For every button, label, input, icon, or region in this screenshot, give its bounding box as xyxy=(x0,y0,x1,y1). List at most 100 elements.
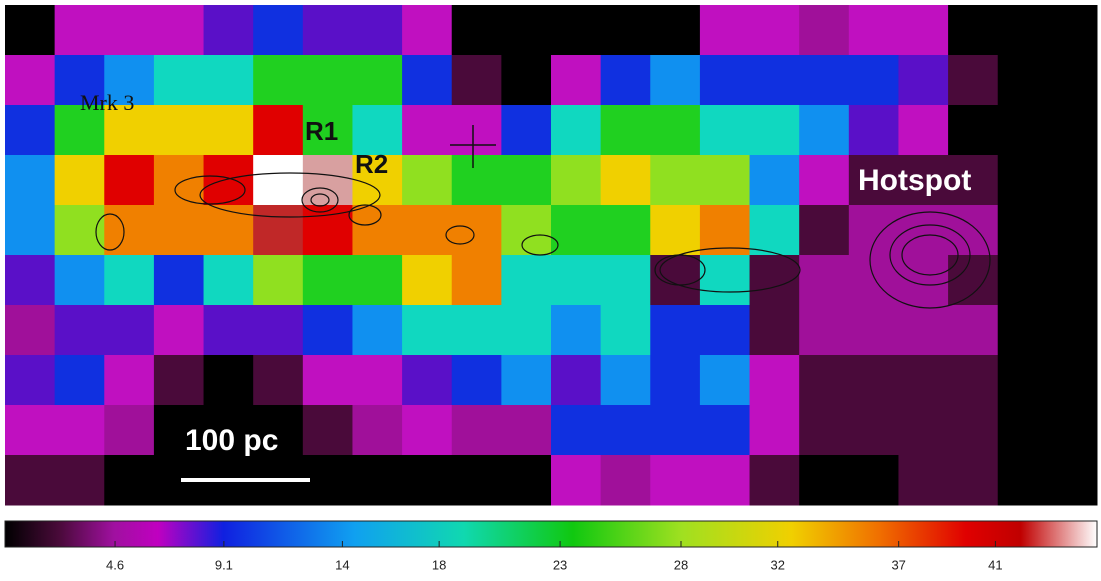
colorbar-tick-label: 23 xyxy=(553,557,567,572)
pixel xyxy=(700,405,750,456)
pixel xyxy=(700,5,750,56)
pixel xyxy=(601,355,651,406)
pixel xyxy=(650,155,700,206)
pixel xyxy=(799,55,849,106)
pixel xyxy=(352,455,402,506)
pixel xyxy=(700,355,750,406)
pixel xyxy=(601,155,651,206)
pixel xyxy=(898,5,948,56)
pixel xyxy=(104,455,154,506)
pixel xyxy=(700,105,750,156)
pixel xyxy=(154,205,204,256)
pixel xyxy=(551,405,601,456)
pixel xyxy=(948,105,998,156)
pixel xyxy=(849,305,899,356)
colorbar-tick-label: 37 xyxy=(891,557,905,572)
pixel xyxy=(700,55,750,106)
colorbar-tick-label: 32 xyxy=(771,557,785,572)
pixel xyxy=(948,355,998,406)
pixel xyxy=(1047,255,1097,306)
colorbar-tick-label: 28 xyxy=(674,557,688,572)
pixel xyxy=(253,305,303,356)
pixel xyxy=(601,105,651,156)
pixel xyxy=(998,255,1048,306)
pixel xyxy=(1047,455,1097,506)
pixel xyxy=(551,355,601,406)
pixel xyxy=(948,405,998,456)
pixel xyxy=(154,105,204,156)
pixel xyxy=(650,5,700,56)
pixel xyxy=(402,405,452,456)
pixel xyxy=(898,455,948,506)
scale-label: 100 pc xyxy=(185,424,278,457)
pixel xyxy=(750,5,800,56)
pixel xyxy=(849,455,899,506)
pixel xyxy=(204,5,254,56)
pixel xyxy=(601,55,651,106)
pixel xyxy=(700,305,750,356)
pixel xyxy=(601,305,651,356)
pixel xyxy=(551,5,601,56)
pixel xyxy=(700,455,750,506)
pixel xyxy=(402,455,452,506)
pixel xyxy=(5,305,55,356)
pixel xyxy=(501,255,551,306)
pixel xyxy=(253,255,303,306)
pixel xyxy=(1047,355,1097,406)
pixel xyxy=(898,105,948,156)
pixel xyxy=(1047,105,1097,156)
pixel xyxy=(303,55,353,106)
pixel xyxy=(55,155,105,206)
pixel xyxy=(55,355,105,406)
pixel xyxy=(204,255,254,306)
pixel xyxy=(501,305,551,356)
pixel xyxy=(104,205,154,256)
pixel xyxy=(799,355,849,406)
pixel xyxy=(650,405,700,456)
pixel xyxy=(750,355,800,406)
pixel xyxy=(154,55,204,106)
pixel xyxy=(948,305,998,356)
pixel xyxy=(352,355,402,406)
pixel xyxy=(402,55,452,106)
pixel xyxy=(402,355,452,406)
pixel xyxy=(452,5,502,56)
pixel xyxy=(551,205,601,256)
pixel xyxy=(501,405,551,456)
pixel xyxy=(998,305,1048,356)
pixel xyxy=(402,305,452,356)
pixel xyxy=(849,405,899,456)
pixel xyxy=(452,305,502,356)
pixel xyxy=(104,155,154,206)
pixel xyxy=(998,455,1048,506)
pixel xyxy=(253,105,303,156)
pixel xyxy=(799,255,849,306)
pixel xyxy=(55,405,105,456)
pixel xyxy=(55,255,105,306)
colorbar-tick-label: 18 xyxy=(432,557,446,572)
colorbar-tick-label: 4.6 xyxy=(106,557,124,572)
pixel xyxy=(204,305,254,356)
pixel xyxy=(898,405,948,456)
pixel xyxy=(5,155,55,206)
pixel xyxy=(601,455,651,506)
pixel xyxy=(601,405,651,456)
pixel xyxy=(1047,305,1097,356)
pixel xyxy=(253,55,303,106)
pixel xyxy=(750,155,800,206)
pixel xyxy=(5,255,55,306)
pixel xyxy=(352,405,402,456)
pixel xyxy=(948,5,998,56)
pixel xyxy=(998,405,1048,456)
object-label: Mrk 3 xyxy=(80,90,134,115)
pixel xyxy=(104,355,154,406)
pixel xyxy=(551,255,601,306)
pixel xyxy=(452,255,502,306)
pixel xyxy=(204,205,254,256)
pixel xyxy=(104,5,154,56)
pixel xyxy=(452,105,502,156)
pixel xyxy=(750,55,800,106)
pixel xyxy=(352,305,402,356)
pixel xyxy=(551,305,601,356)
pixel xyxy=(948,455,998,506)
